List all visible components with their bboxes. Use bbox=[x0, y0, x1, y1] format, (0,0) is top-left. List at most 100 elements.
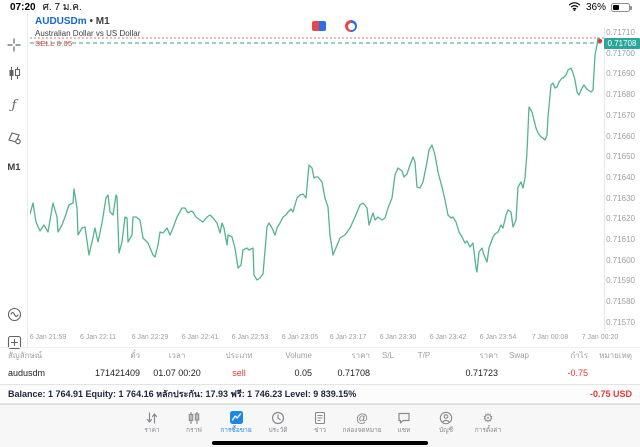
price-axis-label: 0.71700 bbox=[606, 48, 635, 58]
indicators-icon[interactable]: ƒ bbox=[11, 98, 17, 113]
tab-trade[interactable]: การซื้อขาย bbox=[215, 410, 257, 435]
table-cell[interactable]: 171421409 bbox=[94, 368, 140, 378]
add-chart-icon[interactable] bbox=[0, 335, 28, 355]
tab-quotes[interactable]: ราคา bbox=[131, 410, 173, 435]
time-axis-label: 7 Jan 00:08 bbox=[531, 334, 569, 341]
tab-news[interactable]: ข่าว bbox=[299, 410, 341, 435]
tab-label: การตั้งค่า bbox=[474, 427, 502, 434]
quotes-icon bbox=[145, 410, 159, 425]
price-axis-divider bbox=[604, 28, 605, 332]
table-column-header: Volume bbox=[285, 351, 312, 360]
table-column-header: ตั๋ว bbox=[130, 351, 140, 360]
tab-label: กล่องจดหมาย bbox=[342, 427, 382, 434]
price-axis[interactable]: 0.71710 0.71700 0.71690 0.71680 0.71670 0.716… bbox=[606, 28, 638, 332]
tab-settings[interactable]: ⚙ การตั้งค่า bbox=[467, 410, 509, 435]
chart-toolbar: ƒ M1 bbox=[0, 14, 28, 350]
wifi-icon bbox=[568, 1, 581, 14]
account-icon bbox=[439, 410, 453, 425]
position-row[interactable]: audusdm 171421409 01.07 00:20 sell 0.05 0.717… bbox=[8, 363, 632, 383]
table-column-header: ราคา bbox=[479, 351, 498, 360]
price-axis-label: 0.71670 bbox=[606, 110, 635, 120]
chart-plot-area[interactable]: 0.71710 0.71700 0.71690 0.71680 0.71670 0.716… bbox=[28, 14, 640, 347]
tab-label: บัญชี bbox=[438, 427, 454, 434]
objects-icon[interactable] bbox=[0, 130, 28, 150]
tab-label: แชท bbox=[397, 427, 411, 434]
table-column-header: ประเภท bbox=[225, 351, 253, 360]
price-chart[interactable] bbox=[30, 28, 604, 332]
table-column-header: Swap bbox=[508, 351, 529, 360]
time-axis-label: 6 Jan 23:54 bbox=[479, 334, 517, 341]
time-axis-label: 6 Jan 22:53 bbox=[231, 334, 269, 341]
tab-label: ประวัติ bbox=[268, 427, 288, 434]
price-axis-label: 0.71650 bbox=[606, 152, 635, 162]
market-sessions-clock-icon[interactable] bbox=[345, 20, 357, 32]
status-date: ศ. 7 ม.ค. bbox=[42, 1, 82, 13]
bottom-nav-bar: ราคา กราฟ การซื้อขาย bbox=[0, 404, 640, 447]
chart-icon bbox=[187, 410, 201, 425]
table-cell[interactable]: 0.71723 bbox=[465, 368, 498, 378]
table-column-header: S/L bbox=[381, 351, 394, 360]
table-cell[interactable] bbox=[406, 363, 442, 383]
clock: 07:20 bbox=[10, 1, 36, 13]
table-cell[interactable]: sell bbox=[232, 368, 246, 378]
trade-icon bbox=[229, 410, 244, 425]
tab-label: ราคา bbox=[144, 427, 160, 434]
time-axis-label: 6 Jan 21:59 bbox=[29, 334, 67, 341]
chat-icon bbox=[397, 410, 411, 425]
symbol-separator: • bbox=[89, 16, 93, 27]
price-axis-label: 0.71620 bbox=[606, 214, 635, 224]
positions-table: สัญลักษณ์ ตั๋ว เวลา ประเภท Volume ราคา S/L T/P ร… bbox=[0, 347, 640, 384]
tab-account[interactable]: บัญชี bbox=[425, 410, 467, 435]
one-click-trading-icon[interactable] bbox=[312, 21, 326, 31]
timeframe-button[interactable]: M1 bbox=[7, 162, 21, 173]
floating-profit: -0.75 USD bbox=[589, 389, 632, 399]
mailbox-icon: @ bbox=[356, 410, 368, 425]
time-axis-label: 7 Jan 00:20 bbox=[581, 334, 619, 341]
tab-chart[interactable]: กราฟ bbox=[173, 410, 215, 435]
chart-region: ƒ M1 bbox=[0, 14, 640, 350]
time-axis-label: 6 Jan 22:29 bbox=[131, 334, 169, 341]
price-axis-label: 0.71580 bbox=[606, 297, 635, 307]
price-axis-label: 0.71660 bbox=[606, 131, 635, 141]
tab-history[interactable]: ประวัติ bbox=[257, 410, 299, 435]
table-column-header: กำไร bbox=[570, 351, 588, 360]
time-axis-label: 6 Jan 23:30 bbox=[379, 334, 417, 341]
price-axis-label: 0.71710 bbox=[606, 28, 635, 37]
time-axis-label: 6 Jan 23:05 bbox=[281, 334, 319, 341]
tab-label: กราฟ bbox=[186, 427, 202, 434]
chart-overlay-buttons bbox=[312, 20, 357, 32]
table-cell[interactable]: 0.71708 bbox=[337, 368, 370, 378]
candlestick-style-icon[interactable] bbox=[0, 66, 28, 86]
tab-label: การซื้อขาย bbox=[220, 427, 252, 434]
chart-symbol-title[interactable]: AUDUSDm • M1 bbox=[35, 16, 140, 29]
table-cell[interactable]: 0.05 bbox=[294, 368, 312, 378]
chart-timeframe: M1 bbox=[95, 16, 110, 27]
price-axis-label: 0.71630 bbox=[606, 193, 635, 203]
account-summary-bar: Balance: 1 764.91 Equity: 1 764.16 หลักป… bbox=[0, 384, 640, 404]
time-axis-label: 6 Jan 22:41 bbox=[181, 334, 219, 341]
tab-chat[interactable]: แชท bbox=[383, 410, 425, 435]
table-cell[interactable] bbox=[370, 363, 406, 383]
tab-mailbox[interactable]: @ กล่องจดหมาย bbox=[341, 410, 383, 435]
table-column-header: T/P bbox=[417, 351, 431, 360]
table-column-header: สัญลักษณ์ bbox=[8, 351, 43, 360]
table-cell[interactable]: -0.75 bbox=[567, 368, 588, 378]
price-axis-label: 0.71680 bbox=[606, 90, 635, 100]
tab-label: ข่าว bbox=[314, 427, 326, 434]
home-indicator[interactable] bbox=[212, 441, 428, 445]
time-axis-label: 6 Jan 23:17 bbox=[329, 334, 367, 341]
table-cell[interactable] bbox=[498, 363, 540, 383]
chart-header: AUDUSDm • M1 Australian Dollar vs US Dol… bbox=[35, 16, 140, 48]
table-column-header: เวลา bbox=[168, 351, 186, 360]
battery-icon bbox=[611, 2, 632, 12]
symbol-name: AUDUSDm bbox=[35, 16, 87, 27]
symbol-description: Australian Dollar vs US Dollar bbox=[35, 28, 141, 38]
crosshair-icon[interactable] bbox=[0, 38, 28, 57]
time-axis-label: 6 Jan 23:42 bbox=[429, 334, 467, 341]
table-cell[interactable]: 01.07 00:20 bbox=[153, 368, 201, 378]
table-cell[interactable] bbox=[588, 363, 632, 383]
price-axis-label: 0.71590 bbox=[606, 276, 635, 286]
time-axis[interactable]: 6 Jan 21:59 6 Jan 22:11 6 Jan 22:29 6 Jan 2… bbox=[30, 333, 619, 345]
table-cell[interactable]: audusdm bbox=[8, 368, 46, 378]
chart-mode-icon[interactable] bbox=[0, 307, 28, 327]
